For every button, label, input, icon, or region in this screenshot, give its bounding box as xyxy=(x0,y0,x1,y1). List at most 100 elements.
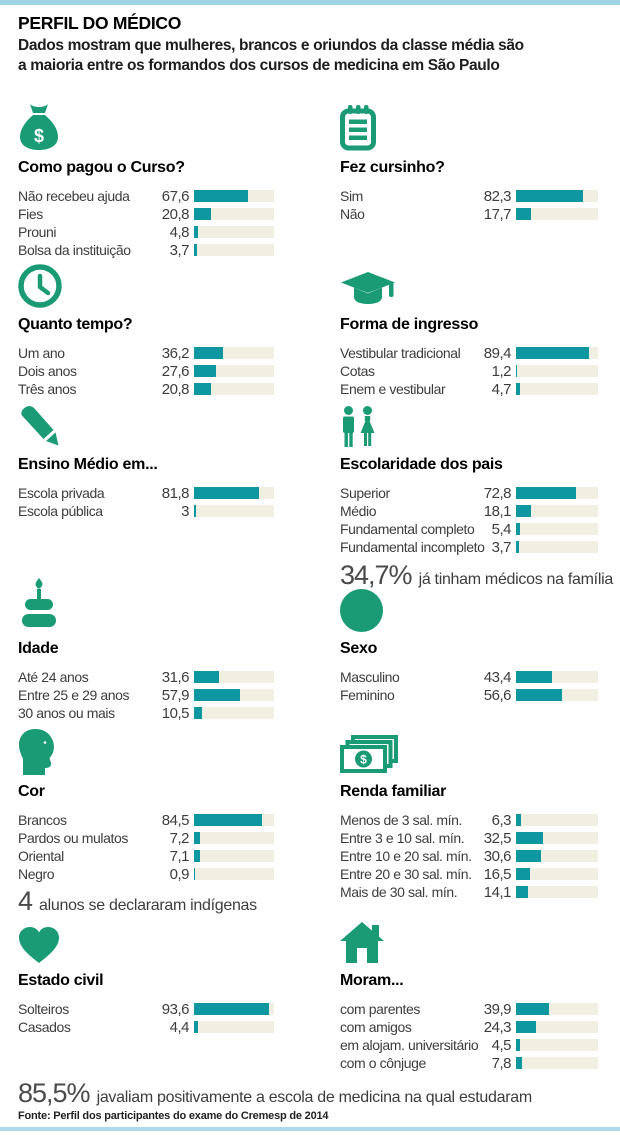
row-label: Menos de 3 sal. mín. xyxy=(340,812,462,828)
bar-track xyxy=(194,707,274,719)
row-label: 30 anos ou mais xyxy=(18,705,115,721)
bar-chart: Escola privada 81,8 Escola pública 3 xyxy=(18,484,274,520)
section-estado-civil: Estado civil Solteiros 93,6 Casados 4,4 xyxy=(18,916,274,1036)
pencil-icon xyxy=(18,400,274,448)
bar-track xyxy=(194,190,274,202)
bar-track xyxy=(516,689,598,701)
bar-fill xyxy=(516,523,521,535)
bar-track xyxy=(194,383,274,395)
bar-chart: Não recebeu ajuda 67,6 Fies 20,8 Prouni 4,8 Bo… xyxy=(18,187,274,259)
row-label: Pardos ou mulatos xyxy=(18,830,128,846)
bar-track xyxy=(194,487,274,499)
bottom-rule xyxy=(0,1127,620,1131)
bar-track xyxy=(516,1003,598,1015)
section-title: Sexo xyxy=(340,640,378,657)
section-title: Moram... xyxy=(340,972,404,989)
row-label: Casados xyxy=(18,1019,71,1035)
row-value: 16,5 xyxy=(483,865,512,883)
row-value: 10,5 xyxy=(161,704,190,722)
row-label: Solteiros xyxy=(18,1001,69,1017)
row-value: 7,8 xyxy=(491,1054,512,1072)
bar-track xyxy=(194,689,274,701)
source-line: Fonte: Perfil dos participantes do exame… xyxy=(18,1110,329,1122)
row-value: 31,6 xyxy=(161,668,190,686)
chart-row: Fies 20,8 xyxy=(18,205,274,223)
bar-fill xyxy=(194,244,197,256)
row-label: Bolsa da instituição xyxy=(18,242,131,258)
row-value: 17,7 xyxy=(483,205,512,223)
bar-fill xyxy=(516,814,522,826)
note-avaliacao-escola: 85,5% javaliam positivamente a escola de… xyxy=(18,1078,532,1109)
section-title: Forma de ingresso xyxy=(340,316,479,333)
chart-row: com amigos 24,3 xyxy=(340,1018,598,1036)
row-value: 5,4 xyxy=(491,520,512,538)
row-label: Não xyxy=(340,206,365,222)
note-value: 34,7% xyxy=(340,560,413,590)
bar-track xyxy=(516,850,598,862)
section-como-pagou-curso: $ Como pagou o Curso? Não recebeu ajuda 6… xyxy=(18,103,274,259)
page-title: PERFIL DO MÉDICO xyxy=(18,13,182,33)
bar-track xyxy=(516,814,598,826)
row-label: Mais de 30 sal. mín. xyxy=(340,884,458,900)
row-label: Escola privada xyxy=(18,485,105,501)
row-label: Entre 25 e 29 anos xyxy=(18,687,130,703)
row-label: Entre 10 e 20 sal. mín. xyxy=(340,848,472,864)
bar-track xyxy=(516,868,598,880)
bar-fill xyxy=(194,1003,269,1015)
row-label: Oriental xyxy=(18,848,64,864)
row-label: Cotas xyxy=(340,363,375,379)
bar-track xyxy=(194,1003,274,1015)
row-label: com o cônjuge xyxy=(340,1055,426,1071)
row-value: 43,4 xyxy=(483,668,512,686)
section-renda-familiar: $ Renda familiar Menos de 3 sal. mín. 6,3… xyxy=(340,727,598,901)
bar-track xyxy=(516,505,598,517)
row-value: 57,9 xyxy=(161,686,190,704)
bar-track xyxy=(516,1021,598,1033)
chart-row: Cotas 1,2 xyxy=(340,362,598,380)
bar-fill xyxy=(194,671,220,683)
row-value: 39,9 xyxy=(483,1000,512,1018)
row-label: Negro xyxy=(18,866,55,882)
chart-row: Menos de 3 sal. mín. 6,3 xyxy=(340,811,598,829)
bar-fill xyxy=(516,365,517,377)
chart-row: Fundamental completo 5,4 xyxy=(340,520,598,538)
row-label: Superior xyxy=(340,485,390,501)
chart-row: Negro 0,9 xyxy=(18,865,274,883)
bar-fill xyxy=(516,487,576,499)
row-value: 7,1 xyxy=(169,847,190,865)
bar-chart: Um ano 36,2 Dois anos 27,6 Três anos 20,8 xyxy=(18,344,274,398)
section-title: Estado civil xyxy=(18,972,104,989)
note-text: já tinham médicos na família xyxy=(418,571,614,588)
chart-row: Dois anos 27,6 xyxy=(18,362,274,380)
bar-track xyxy=(194,868,274,880)
chart-row: Bolsa da instituição 3,7 xyxy=(18,241,274,259)
chart-row: Um ano 36,2 xyxy=(18,344,274,362)
note-indigenas: 4 alunos se declararam indígenas xyxy=(18,886,257,917)
bar-track xyxy=(516,541,598,553)
bar-fill xyxy=(194,383,211,395)
row-value: 56,6 xyxy=(483,686,512,704)
bar-fill xyxy=(516,208,531,220)
clock-icon xyxy=(18,260,274,308)
chart-row: Solteiros 93,6 xyxy=(18,1000,274,1018)
bar-fill xyxy=(516,1003,549,1015)
chart-row: Sim 82,3 xyxy=(340,187,598,205)
chart-row: com parentes 39,9 xyxy=(340,1000,598,1018)
head-profile-icon xyxy=(18,727,274,775)
bar-track xyxy=(194,208,274,220)
bar-track xyxy=(194,850,274,862)
row-label: Feminino xyxy=(340,687,395,703)
section-title: Renda familiar xyxy=(340,783,447,800)
row-label: Até 24 anos xyxy=(18,669,89,685)
row-value: 27,6 xyxy=(161,362,190,380)
bar-chart: Sim 82,3 Não 17,7 xyxy=(340,187,598,223)
bar-fill xyxy=(516,1039,520,1051)
row-value: 84,5 xyxy=(161,811,190,829)
bar-chart: Superior 72,8 Médio 18,1 Fundamental complet… xyxy=(340,484,598,556)
note-medicos-na-familia: 34,7% já tinham médicos na família xyxy=(340,560,613,591)
house-icon xyxy=(340,916,598,964)
note-value: 85,5% xyxy=(18,1078,91,1108)
row-label: Médio xyxy=(340,503,377,519)
chart-row: Entre 25 e 29 anos 57,9 xyxy=(18,686,274,704)
row-value: 4,4 xyxy=(169,1018,190,1036)
